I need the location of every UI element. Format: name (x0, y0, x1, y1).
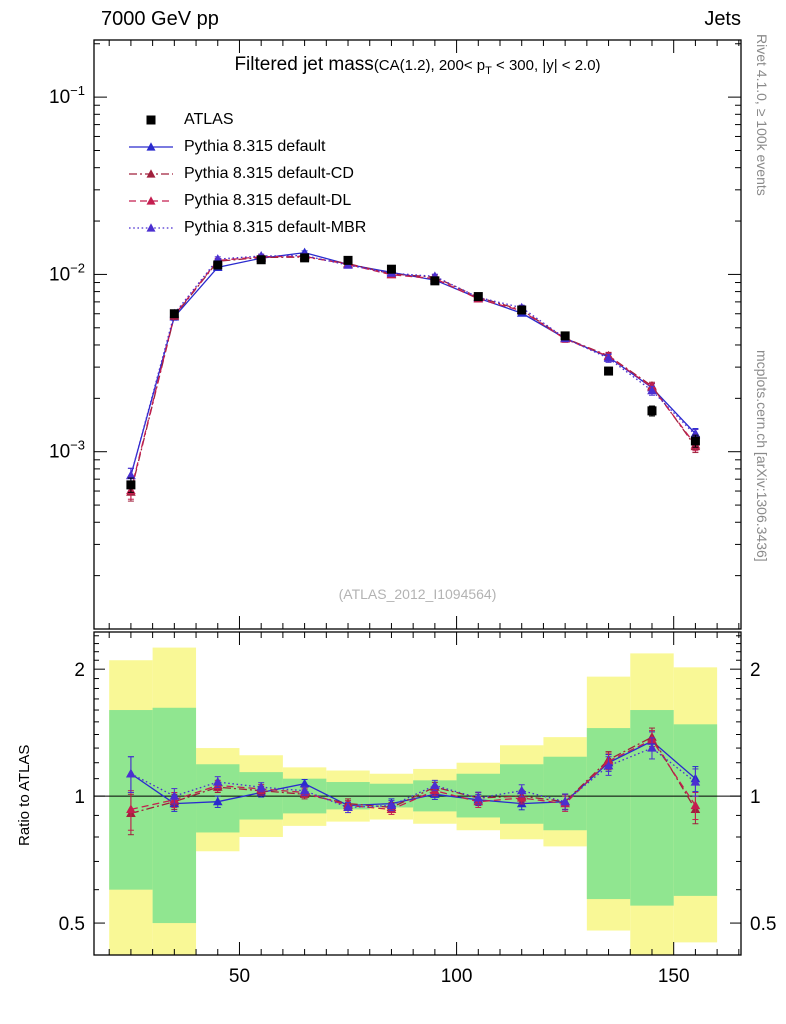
svg-text:2: 2 (74, 660, 85, 681)
series-line-icon (129, 168, 173, 178)
legend-item: ATLAS (128, 106, 366, 133)
svg-text:1: 1 (74, 787, 85, 808)
title-detail-pre: (CA(1.2), 200< p (373, 57, 486, 74)
legend-label: Pythia 8.315 default (184, 137, 326, 155)
legend-label: Pythia 8.315 default-CD (184, 164, 354, 182)
svg-text:150: 150 (658, 966, 690, 987)
title-detail-post: < 300, |y| < 2.0) (491, 57, 601, 74)
plot-title: Filtered jet mass(CA(1.2), 200< pT < 300… (94, 54, 741, 77)
data-marker-icon (146, 115, 156, 124)
rivet-version-label: Rivet 4.1.0, ≥ 100k events (754, 34, 770, 196)
svg-text:2: 2 (750, 660, 761, 681)
svg-text:10−2: 10−2 (49, 260, 85, 285)
svg-text:10−1: 10−1 (49, 83, 85, 108)
legend-item: Pythia 8.315 default-DL (128, 187, 366, 214)
svg-text:1: 1 (750, 787, 761, 808)
legend-label: ATLAS (184, 110, 234, 128)
watermark: (ATLAS_2012_I1094564) (338, 586, 497, 602)
series-line-icon (129, 195, 173, 205)
plot-title-detail: (CA(1.2), 200< pT < 300, |y| < 2.0) (373, 57, 601, 77)
legend-label: Pythia 8.315 default-DL (184, 191, 352, 209)
legend-item: Pythia 8.315 default-MBR (128, 214, 366, 241)
svg-text:0.5: 0.5 (750, 914, 776, 935)
legend-item: Pythia 8.315 default (128, 133, 366, 160)
legend: ATLAS Pythia 8.315 default Pythia 8.315 de… (128, 106, 366, 241)
series-line-icon (129, 141, 173, 151)
title-detail-sub: T (485, 65, 492, 77)
series-line-icon (129, 222, 173, 232)
process-label: Jets (704, 8, 741, 30)
legend-item: Pythia 8.315 default-CD (128, 160, 366, 187)
mcplots-reference-label: mcplots.cern.ch [arXiv:1306.3436] (754, 350, 770, 562)
svg-text:10−3: 10−3 (49, 438, 85, 463)
svg-text:0.5: 0.5 (59, 914, 85, 935)
ratio-axis-label: Ratio to ATLAS (16, 744, 33, 846)
svg-text:50: 50 (229, 966, 250, 987)
svg-text:100: 100 (441, 966, 473, 987)
beam-energy-label: 7000 GeV pp (101, 8, 219, 30)
plot-title-main: Filtered jet mass (234, 54, 374, 75)
legend-label: Pythia 8.315 default-MBR (184, 218, 367, 236)
